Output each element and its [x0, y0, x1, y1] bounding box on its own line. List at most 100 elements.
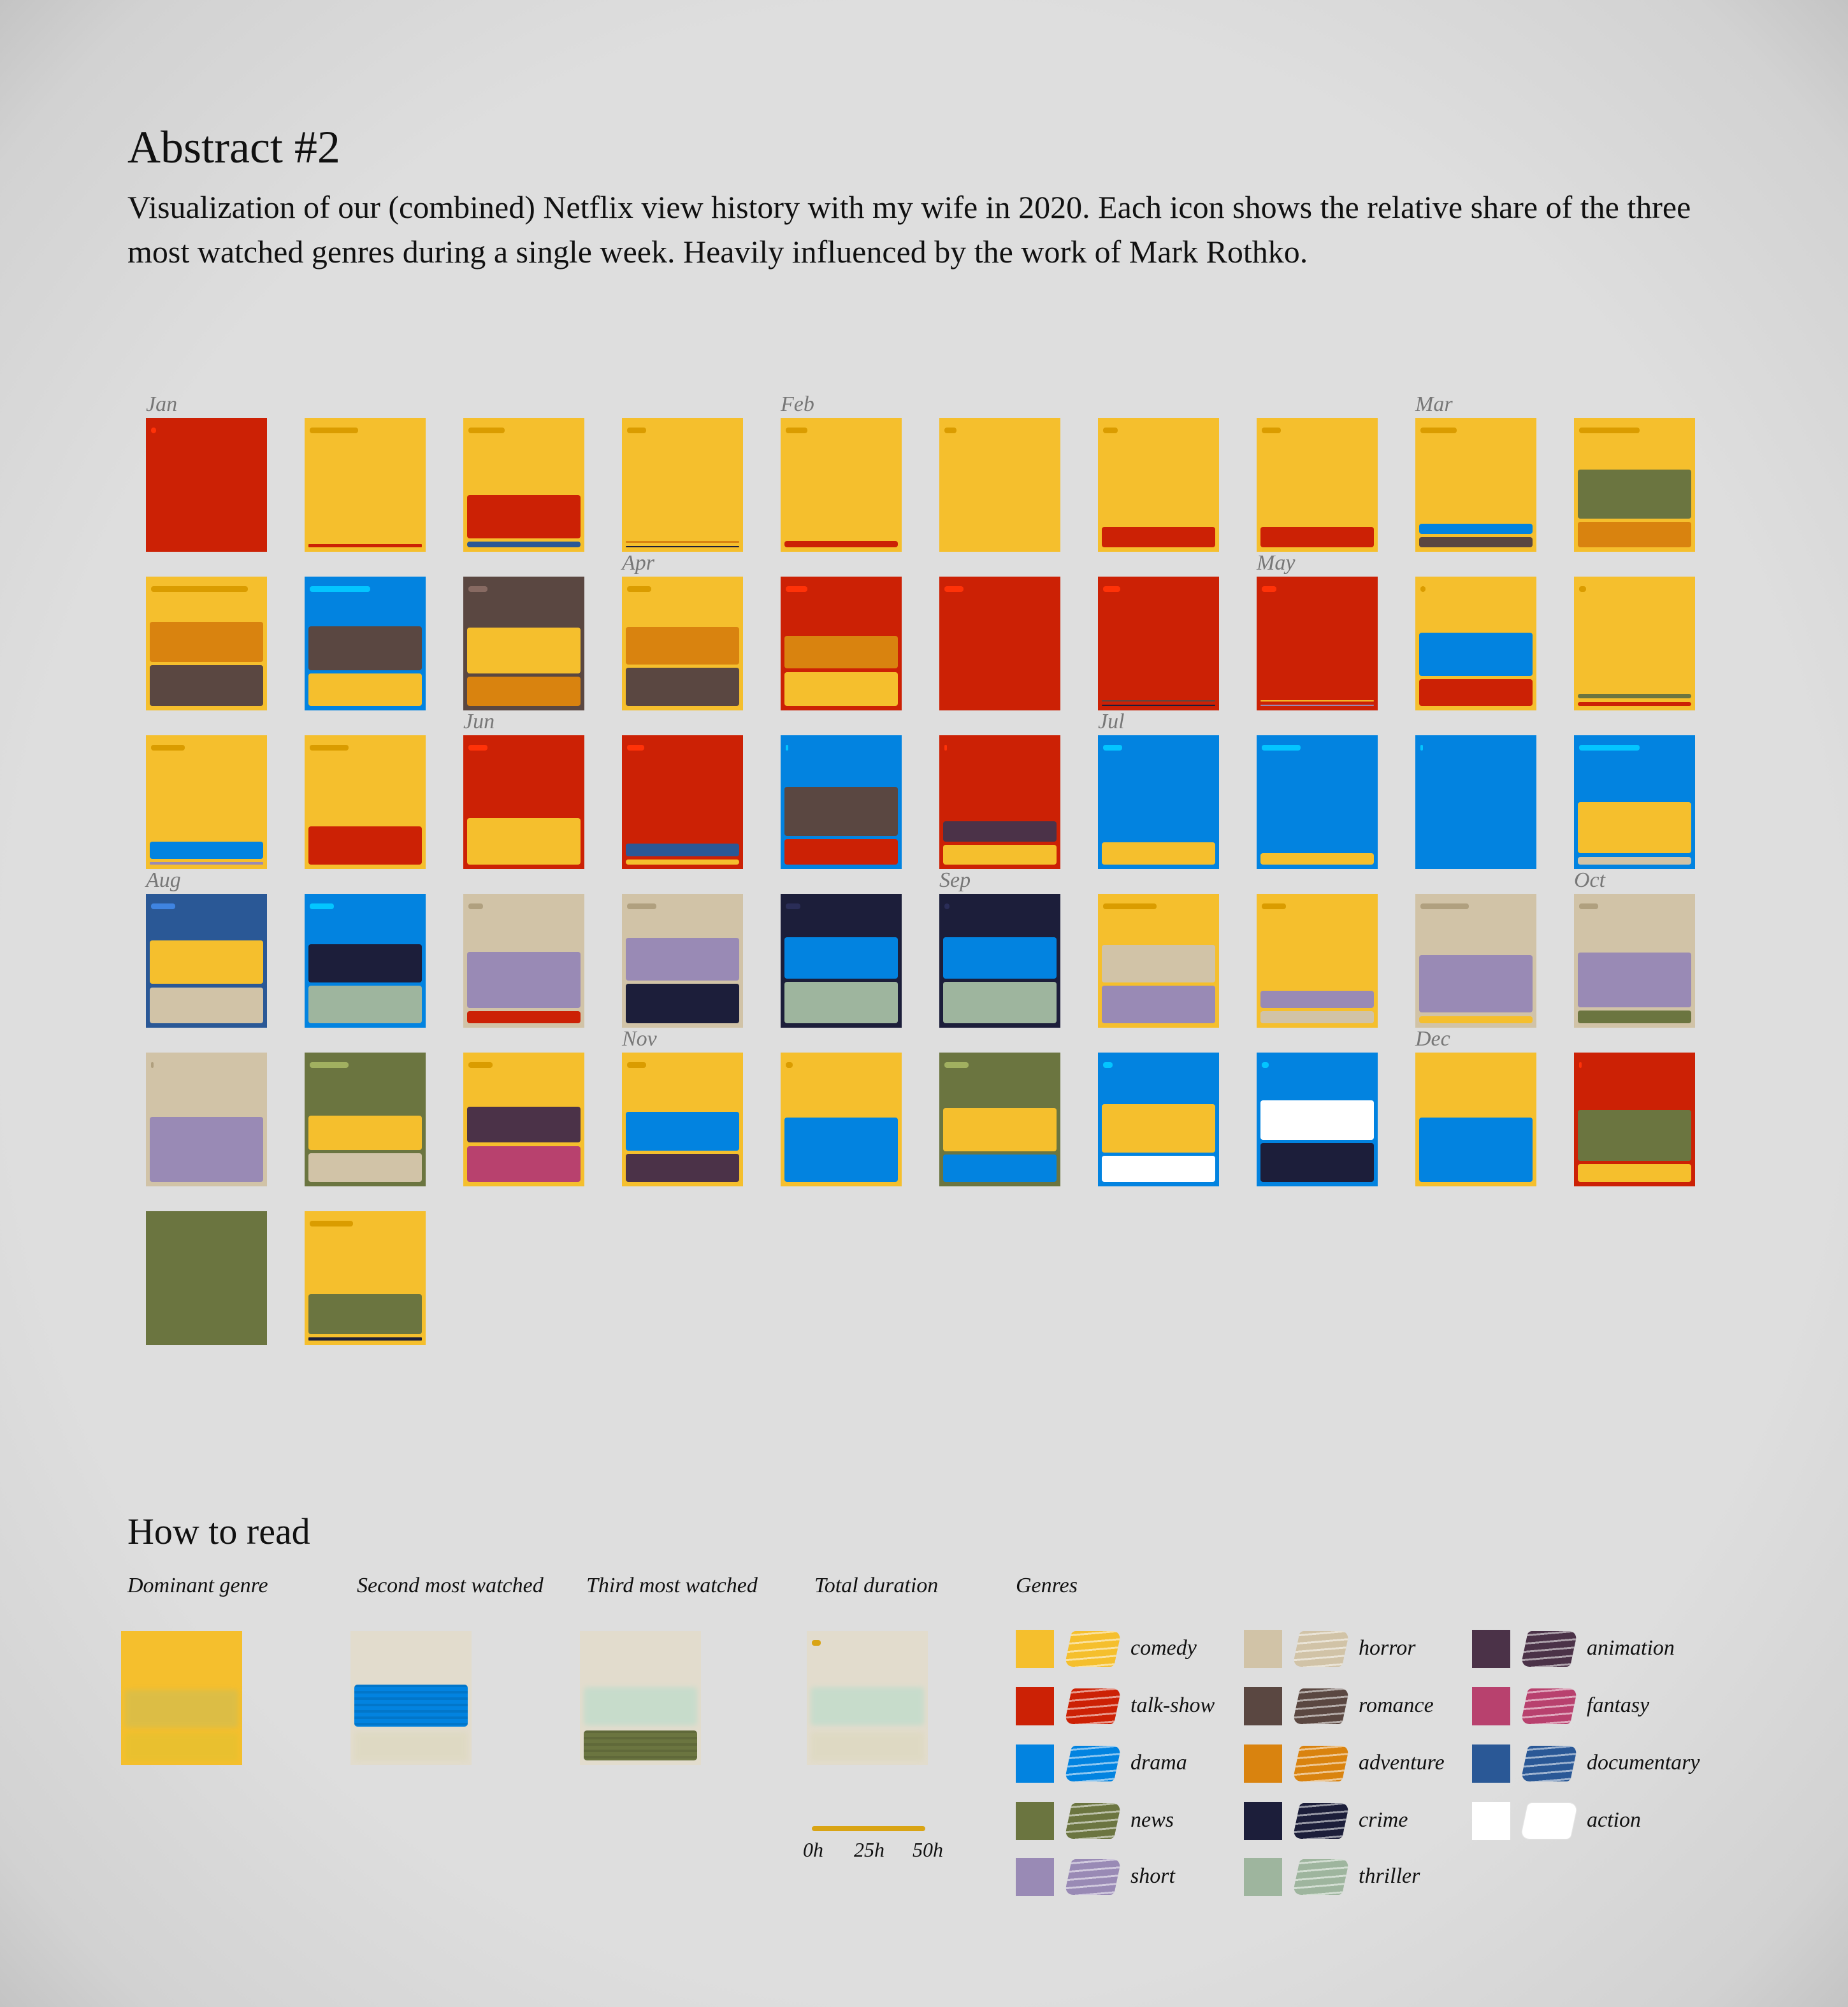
- second-genre-band: [1578, 952, 1691, 1008]
- genre-swatch: [1016, 1744, 1054, 1783]
- genre-swatch: [1472, 1687, 1510, 1725]
- second-genre-band: [1102, 526, 1215, 548]
- week-icon: [146, 1053, 267, 1186]
- week-icon: [305, 1053, 426, 1186]
- week-icon: [1098, 418, 1219, 552]
- duration-mark: [1579, 586, 1587, 592]
- duration-mark: [151, 586, 248, 592]
- week-icon: [939, 735, 1060, 869]
- genre-label: crime: [1359, 1808, 1408, 1832]
- second-genre-band: [1102, 700, 1215, 702]
- third-genre-band: [308, 1153, 422, 1183]
- third-genre-band: [308, 673, 422, 707]
- third-genre-band: [1419, 537, 1533, 548]
- genre-brush-swatch: [1292, 1746, 1350, 1781]
- second-genre-band: [1578, 802, 1691, 854]
- second-genre-band: [150, 621, 263, 662]
- duration-mark: [1103, 903, 1157, 909]
- genre-brush-swatch: [1520, 1746, 1578, 1781]
- week-icon: [1257, 894, 1378, 1028]
- month-label: Jul: [1098, 710, 1125, 733]
- third-genre-band: [1578, 1163, 1691, 1183]
- genre-swatch: [1016, 1802, 1054, 1840]
- genre-swatch: [1016, 1630, 1054, 1668]
- third-genre-band: [626, 984, 739, 1024]
- month-label: Apr: [622, 551, 654, 575]
- week-icon: [463, 418, 584, 552]
- genre-brush-swatch: [1292, 1631, 1350, 1667]
- duration-mark: [627, 586, 651, 592]
- genre-label: adventure: [1359, 1751, 1445, 1774]
- genre-swatch: [1016, 1687, 1054, 1725]
- third-genre-band: [467, 541, 581, 548]
- duration-mark: [627, 745, 644, 751]
- duration-mark: [1262, 586, 1276, 592]
- week-icon: [1098, 894, 1219, 1028]
- duration-mark: [1579, 428, 1640, 433]
- duration-mark: [310, 1062, 349, 1068]
- third-genre-band: [308, 1337, 422, 1341]
- third-genre-band: [1260, 1011, 1374, 1024]
- week-icon: [146, 894, 267, 1028]
- third-genre-band: [1578, 522, 1691, 548]
- third-genre-band: [1260, 705, 1374, 707]
- duration-mark: [1420, 903, 1469, 909]
- duration-mark: [151, 903, 175, 909]
- week-icon: [146, 1211, 267, 1345]
- duration-mark: [1420, 428, 1457, 433]
- duration-mark: [1103, 428, 1118, 433]
- duration-mark: [468, 1062, 493, 1068]
- week-icon: [1257, 1053, 1378, 1186]
- third-genre-band: [626, 1154, 739, 1183]
- duration-mark: [1262, 903, 1286, 909]
- third-genre-band: [943, 844, 1057, 865]
- third-genre-band: [1102, 986, 1215, 1024]
- genre-label: documentary: [1587, 1751, 1700, 1774]
- month-label: Oct: [1574, 868, 1606, 892]
- genre-label: thriller: [1359, 1864, 1420, 1888]
- genre-swatch: [1016, 1858, 1054, 1896]
- legend-dominant-label: Dominant genre: [127, 1574, 268, 1597]
- second-genre-band: [308, 544, 422, 548]
- third-genre-band: [626, 859, 739, 865]
- second-genre-band: [943, 937, 1057, 979]
- duration-mark: [310, 586, 370, 592]
- genre-swatch: [1244, 1630, 1282, 1668]
- week-icon: [622, 1053, 743, 1186]
- week-icon: [1415, 894, 1536, 1028]
- legend-heading: How to read: [127, 1511, 310, 1552]
- second-genre-band: [943, 821, 1057, 842]
- third-genre-band: [1260, 1143, 1374, 1183]
- second-genre-band: [467, 628, 581, 673]
- second-genre-band: [943, 1107, 1057, 1151]
- third-genre-band: [467, 677, 581, 707]
- week-icon: [1257, 418, 1378, 552]
- second-genre-band: [1102, 1104, 1215, 1153]
- genre-brush-swatch: [1292, 1859, 1350, 1895]
- second-genre-band: [626, 1112, 739, 1151]
- genre-brush-swatch: [1064, 1859, 1122, 1895]
- second-genre-band: [467, 495, 581, 538]
- duration-mark: [944, 586, 964, 592]
- genre-brush-swatch: [1292, 1803, 1350, 1839]
- genre-swatch: [1472, 1630, 1510, 1668]
- genre-label: talk-show: [1130, 1694, 1215, 1717]
- duration-mark: [944, 428, 956, 433]
- week-icon: [1415, 418, 1536, 552]
- week-icon: [1257, 735, 1378, 869]
- duration-mark: [468, 903, 483, 909]
- second-genre-band: [150, 940, 263, 984]
- second-genre-band: [784, 636, 898, 669]
- duration-tick: 0h: [803, 1838, 823, 1861]
- duration-mark: [1262, 428, 1281, 433]
- third-genre-band: [1102, 1156, 1215, 1183]
- week-icon: [781, 1053, 902, 1186]
- month-label: Nov: [622, 1027, 657, 1051]
- week-icon: [305, 894, 426, 1028]
- second-genre-band: [467, 817, 581, 865]
- second-genre-band: [1260, 853, 1374, 865]
- week-icon: [1574, 577, 1695, 710]
- week-icon: [622, 577, 743, 710]
- duration-mark: [627, 1062, 647, 1068]
- week-icon: [463, 894, 584, 1028]
